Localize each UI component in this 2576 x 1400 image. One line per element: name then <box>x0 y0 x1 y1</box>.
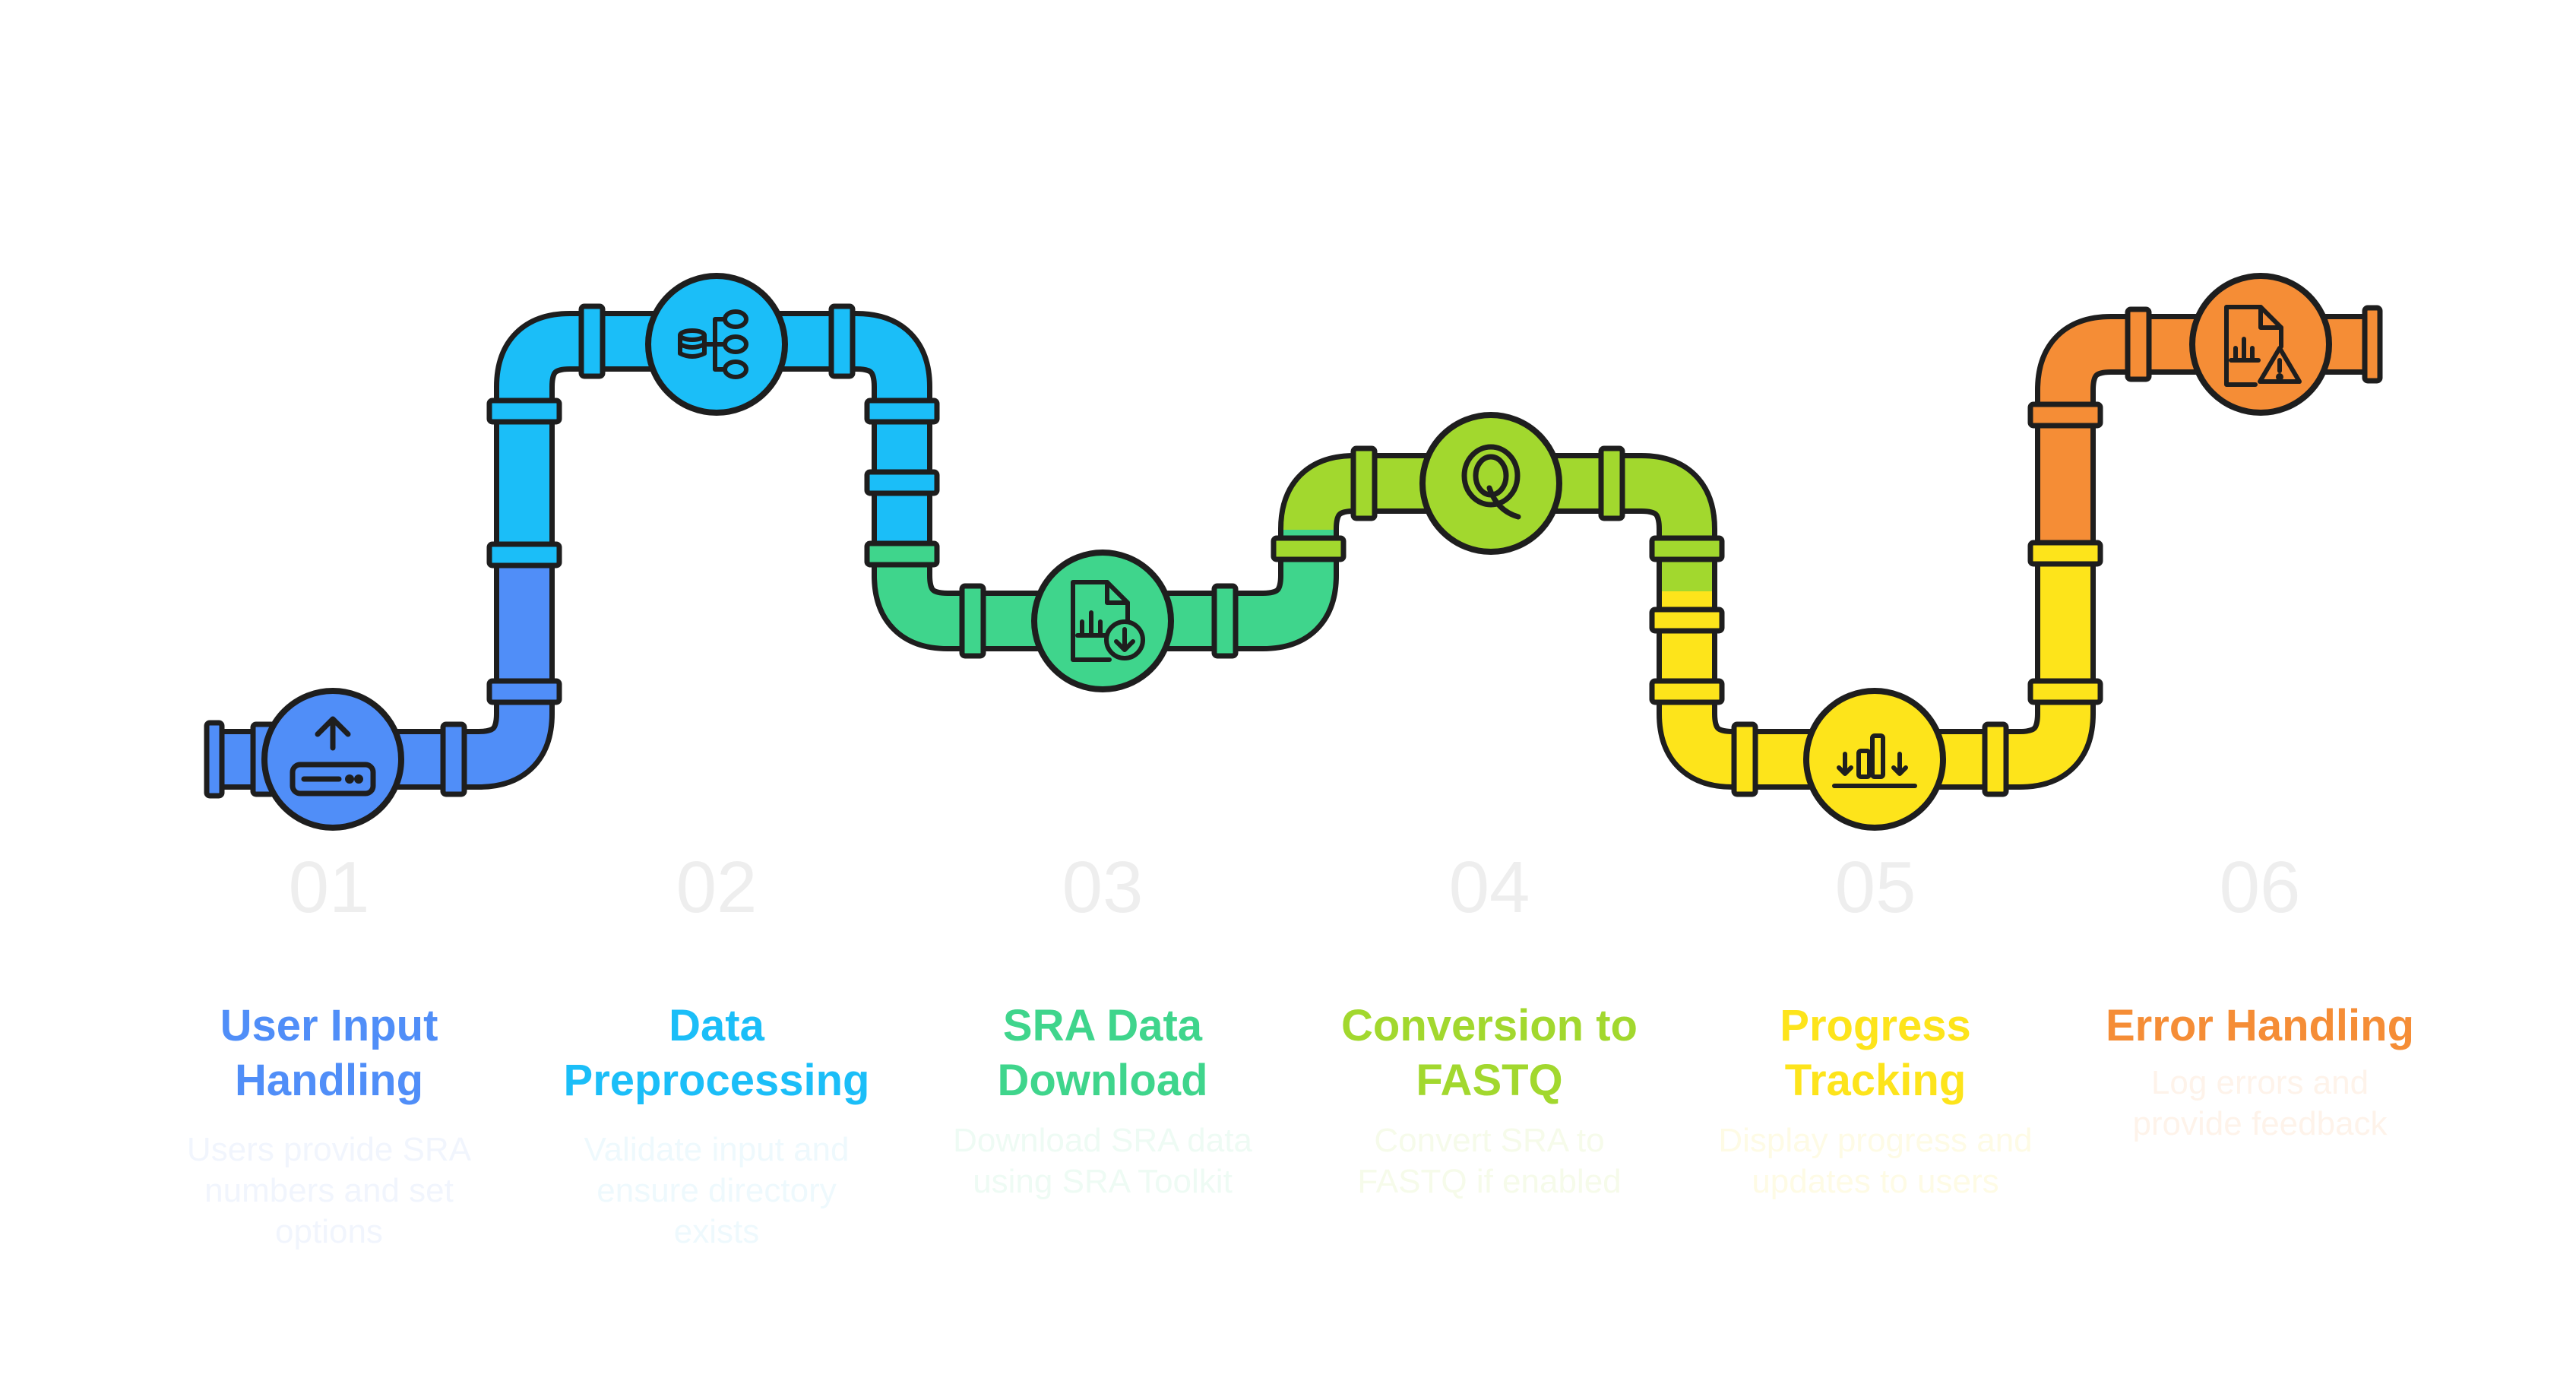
q-letter-icon <box>1461 444 1521 520</box>
step-description-line: Log errors and <box>2150 1064 2369 1101</box>
step-description: Users provide SRA numbers and set option… <box>147 1129 511 1253</box>
step-description-line: Convert SRA to <box>1374 1122 1605 1159</box>
step-node-6 <box>2189 273 2332 416</box>
step-description-line: using SRA Toolkit <box>973 1163 1233 1200</box>
step-description: Validate input and ensure directory exis… <box>534 1129 899 1253</box>
pipe-flanges <box>250 303 2152 797</box>
step-6: 06 Error Handling Log errors and provide… <box>2078 851 2442 1145</box>
step-description-line: exists <box>673 1213 760 1250</box>
step-title: Error Handling <box>2078 999 2442 1053</box>
step-number: 05 <box>1834 847 1916 928</box>
step-description-line: Download SRA data <box>953 1122 1252 1159</box>
step-4: 04 Conversion to FASTQ Convert SRA to FA… <box>1307 851 1672 1202</box>
step-description: Log errors and provide feedback <box>2078 1063 2442 1145</box>
database-tree-icon <box>678 309 748 379</box>
step-2: 02 Data Preprocessing Validate input and… <box>534 851 899 1253</box>
step-node-2 <box>645 273 788 416</box>
step-title-line: User Input <box>220 1001 438 1050</box>
step-title-line: Conversion to <box>1341 1001 1638 1050</box>
step-title-line: FASTQ <box>1416 1056 1563 1105</box>
step-title-line: Data <box>669 1001 764 1050</box>
file-download-icon <box>1071 580 1145 662</box>
step-description-line: updates to users <box>1752 1163 1999 1200</box>
pipe-segment-6 <box>2035 314 2375 550</box>
step-node-1 <box>261 688 404 831</box>
step-number: 06 <box>2219 847 2301 928</box>
step-title: Conversion to FASTQ <box>1307 999 1672 1108</box>
step-title-line: Error Handling <box>2105 1001 2415 1050</box>
step-description-line: Display progress and <box>1718 1122 2033 1159</box>
step-title: Progress Tracking <box>1693 999 2058 1108</box>
step-3: 03 SRA Data Download Download SRA data u… <box>920 851 1285 1202</box>
step-description-line: options <box>275 1213 383 1250</box>
step-title-line: Download <box>997 1056 1208 1105</box>
upload-icon <box>290 716 376 797</box>
pipe-segment-1 <box>213 563 555 790</box>
report-warning-icon <box>2224 305 2302 387</box>
pipe-end-cap-right <box>2362 305 2383 384</box>
step-node-3 <box>1031 550 1174 692</box>
step-title-line: Progress <box>1780 1001 1971 1050</box>
step-description: Download SRA data using SRA Toolkit <box>920 1120 1285 1202</box>
step-5: 05 Progress Tracking Display progress an… <box>1693 851 2058 1202</box>
step-description-line: FASTQ if enabled <box>1357 1163 1622 1200</box>
step-description: Convert SRA to FASTQ if enabled <box>1307 1120 1672 1202</box>
step-title-line: Handling <box>234 1056 424 1105</box>
step-node-5 <box>1803 688 1946 831</box>
step-title-line: Preprocessing <box>563 1056 870 1105</box>
step-description-line: Users provide SRA <box>186 1131 472 1168</box>
step-1: 01 User Input Handling Users provide SRA… <box>147 851 511 1253</box>
step-title: Data Preprocessing <box>534 999 899 1108</box>
step-number: 01 <box>288 847 370 928</box>
step-description-line: ensure directory <box>597 1172 837 1209</box>
step-number: 03 <box>1062 847 1144 928</box>
step-title: User Input Handling <box>147 999 511 1108</box>
pipe-end-cap-left <box>204 720 225 799</box>
step-description: Display progress and updates to users <box>1693 1120 2058 1202</box>
step-number: 04 <box>1448 847 1530 928</box>
step-description-line: provide feedback <box>2132 1105 2388 1142</box>
step-number: 02 <box>676 847 758 928</box>
step-description-line: Validate input and <box>584 1131 850 1168</box>
step-title-line: SRA Data <box>1002 1001 1203 1050</box>
step-title: SRA Data Download <box>920 999 1285 1108</box>
step-title-line: Tracking <box>1784 1056 1967 1105</box>
step-description-line: numbers and set <box>204 1172 454 1209</box>
bar-progress-icon <box>1832 733 1917 788</box>
step-node-4 <box>1419 412 1562 555</box>
